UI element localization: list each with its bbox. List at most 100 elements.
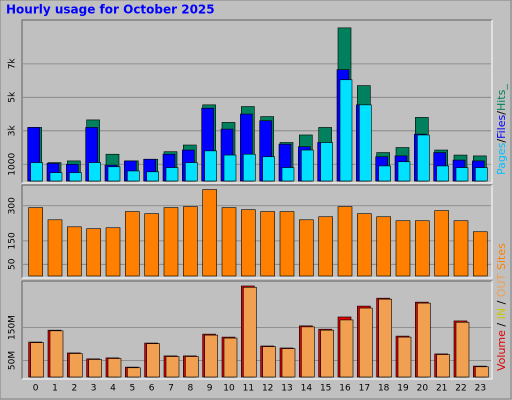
bar xyxy=(185,162,198,182)
bar xyxy=(434,210,449,277)
side-label-part: Volume xyxy=(495,330,508,371)
bar xyxy=(67,226,82,277)
x-tick-label: 2 xyxy=(71,384,77,394)
bar xyxy=(376,216,391,277)
bar xyxy=(262,156,275,182)
bar xyxy=(436,354,450,378)
bar xyxy=(243,286,257,378)
side-label-part: / xyxy=(495,319,508,330)
bar xyxy=(146,343,160,378)
bar xyxy=(69,353,83,378)
bar xyxy=(47,219,63,277)
bar xyxy=(30,162,43,182)
x-tick-label: 12 xyxy=(262,384,273,394)
x-tick-label: 18 xyxy=(378,384,390,394)
bar xyxy=(281,167,295,182)
y-tick-label: 150M xyxy=(8,315,18,340)
x-tick-label: 13 xyxy=(281,384,292,394)
bar xyxy=(357,213,372,277)
bar xyxy=(339,79,353,182)
bar xyxy=(339,319,354,378)
bar xyxy=(281,348,296,378)
panel-light xyxy=(22,20,493,184)
bar xyxy=(204,150,217,182)
bar xyxy=(69,172,82,182)
y-tick-label: 150 xyxy=(8,232,18,249)
bar xyxy=(262,346,276,378)
bar xyxy=(221,207,237,277)
bar xyxy=(144,213,159,277)
bar xyxy=(320,329,334,378)
bar xyxy=(163,207,179,277)
bar xyxy=(223,337,238,378)
y-tick-label: 300 xyxy=(8,197,18,214)
bar xyxy=(107,166,121,182)
bar xyxy=(165,167,179,182)
bar xyxy=(473,231,488,277)
bar xyxy=(318,216,333,277)
side-label: Pages/Files/Hits_ xyxy=(495,84,508,175)
x-tick-label: 10 xyxy=(223,384,235,394)
bar xyxy=(378,298,392,378)
bar xyxy=(301,326,315,378)
side-label-part: IN xyxy=(495,308,508,319)
bar xyxy=(378,165,391,182)
y-tick-label: 50M xyxy=(8,351,18,370)
bar xyxy=(475,366,489,378)
bar xyxy=(125,211,140,277)
x-tick-label: 11 xyxy=(243,384,254,394)
panel-light xyxy=(22,281,493,380)
bar xyxy=(88,359,102,378)
bar xyxy=(301,149,314,182)
x-tick-label: 15 xyxy=(320,384,331,394)
panel-light xyxy=(22,185,493,279)
bar xyxy=(223,154,237,182)
bar xyxy=(49,172,63,182)
bar xyxy=(417,302,431,378)
x-tick-label: 8 xyxy=(187,384,193,394)
bar xyxy=(397,161,411,182)
x-tick-label: 14 xyxy=(301,384,313,394)
bar xyxy=(185,356,199,378)
side-label-part: Sites xyxy=(495,243,508,270)
x-tick-label: 0 xyxy=(33,384,39,394)
side-label-part: / xyxy=(495,139,508,143)
side-label-part: Pages xyxy=(495,142,508,175)
panel-shadow xyxy=(21,184,492,278)
side-label-part: OUT xyxy=(495,273,508,297)
x-tick-label: 22 xyxy=(455,384,466,394)
bar xyxy=(165,356,180,378)
side-label-part: / xyxy=(495,111,508,115)
x-tick-label: 19 xyxy=(397,384,409,394)
bar xyxy=(146,171,159,182)
x-tick-label: 3 xyxy=(91,384,97,394)
bar xyxy=(453,220,469,277)
y-tick-label: 50 xyxy=(8,258,18,270)
bar xyxy=(183,206,198,277)
x-tick-label: 20 xyxy=(417,384,429,394)
bar xyxy=(127,170,140,182)
bar xyxy=(395,220,411,277)
bar xyxy=(241,209,256,277)
bar xyxy=(127,367,141,378)
bar xyxy=(30,342,44,378)
y-tick-label: 3k xyxy=(8,125,18,137)
bar xyxy=(415,220,430,277)
chart-title: Hourly usage for October 2025 xyxy=(6,3,215,17)
bar xyxy=(436,165,449,182)
x-tick-label: 6 xyxy=(149,384,155,394)
bar xyxy=(107,358,122,378)
bar xyxy=(475,167,488,182)
bar xyxy=(320,142,333,182)
bar xyxy=(49,330,64,378)
y-tick-label: 7k xyxy=(8,58,18,70)
x-tick-label: 17 xyxy=(359,384,370,394)
panel-shadow xyxy=(21,280,492,379)
x-tick-label: 23 xyxy=(475,384,486,394)
x-tick-label: 5 xyxy=(129,384,135,394)
side-label-part: / xyxy=(495,297,508,308)
side-label-part: Files xyxy=(495,114,508,138)
y-tick-label: 5k xyxy=(8,91,18,103)
